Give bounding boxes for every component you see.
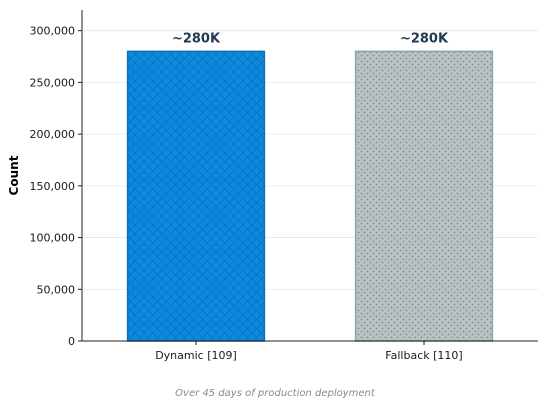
y-tick-label: 300,000 bbox=[30, 25, 76, 38]
bar-value-label: ~280K bbox=[172, 31, 221, 46]
y-tick-label: 100,000 bbox=[30, 232, 76, 245]
bar-hatch bbox=[126, 50, 266, 342]
y-tick-label: 200,000 bbox=[30, 128, 76, 141]
y-tick-label: 150,000 bbox=[30, 180, 76, 193]
y-tick-label: 250,000 bbox=[30, 76, 76, 89]
x-tick-label: Fallback [110] bbox=[385, 349, 462, 362]
x-axis-ticks: Dynamic [109] Fallback [110] bbox=[155, 341, 463, 362]
y-tick-label: 0 bbox=[68, 335, 75, 348]
x-tick-label: Dynamic [109] bbox=[155, 349, 237, 362]
y-axis-label: Count bbox=[7, 155, 21, 195]
y-axis-ticks: 0 50,000 100,000 150,000 200,000 250,000 300,0… bbox=[30, 25, 82, 348]
data-labels: ~280K ~280K bbox=[172, 31, 449, 46]
bar-value-label: ~280K bbox=[400, 31, 449, 46]
chart-caption: Over 45 days of production deployment bbox=[175, 388, 375, 399]
bars bbox=[126, 50, 494, 342]
bar-hatch bbox=[354, 50, 494, 342]
y-tick-label: 50,000 bbox=[37, 283, 76, 296]
